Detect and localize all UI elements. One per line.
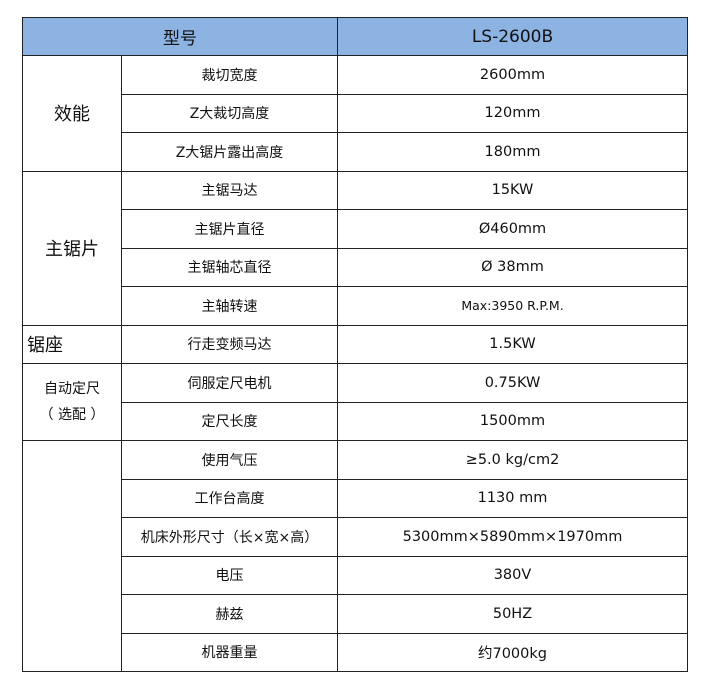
table-row: 效能 裁切宽度 2600mm <box>22 55 688 172</box>
group-auto-sizing: 自动定尺 （ 选配 ） <box>22 363 122 441</box>
group-main-saw: 主锯片 <box>22 170 122 326</box>
param-label: 伺服定尺电机 <box>121 363 338 403</box>
table-row: 锯座 行走变频马达 1.5KW <box>22 324 688 364</box>
param-value: 1500mm <box>337 401 688 441</box>
model-label: 型号 <box>22 17 338 56</box>
param-label: 行走变频马达 <box>121 324 338 364</box>
table-row: 使用气压 ≥5.0 kg/cm2 <box>22 440 688 672</box>
param-label: 主锯片直径 <box>121 209 338 249</box>
table-row: 电压 380V <box>23 555 688 595</box>
param-value: 15KW <box>337 170 688 210</box>
param-label: 电压 <box>121 555 338 595</box>
param-value: 1.5KW <box>337 324 688 364</box>
param-label: 主锯马达 <box>121 170 338 210</box>
param-label: 定尺长度 <box>121 401 338 441</box>
table-row: Z大裁切高度 120mm <box>23 93 688 133</box>
param-label: 机床外形尺寸（长×宽×高） <box>121 517 338 557</box>
table-row: 赫兹 50HZ <box>23 594 688 634</box>
param-value: 180mm <box>337 132 688 172</box>
table-row: 工作台高度 1130 mm <box>23 478 688 518</box>
table-row: 自动定尺 （ 选配 ） 伺服定尺电机 0.75KW <box>22 363 688 441</box>
table-row: 定尺长度 1500mm <box>23 401 688 441</box>
param-value: Max:3950 R.P.M. <box>337 286 688 326</box>
table-row: 主轴转速 Max:3950 R.P.M. <box>23 286 688 326</box>
param-value: 120mm <box>337 93 688 133</box>
param-label: 主锯轴芯直径 <box>121 247 338 287</box>
header-row: 型号 LS-2600B <box>22 17 688 56</box>
param-value: 380V <box>337 555 688 595</box>
param-value: 2600mm <box>337 55 688 95</box>
group-performance: 效能 <box>22 55 122 172</box>
param-label: 工作台高度 <box>121 478 338 518</box>
group-saw-base: 锯座 <box>22 324 122 364</box>
model-value: LS-2600B <box>337 17 688 56</box>
table-row: 机床外形尺寸（长×宽×高） 5300mm×5890mm×1970mm <box>23 517 688 557</box>
param-value: 50HZ <box>337 594 688 634</box>
param-value: Ø 38mm <box>337 247 688 287</box>
param-value: 1130 mm <box>337 478 688 518</box>
table-row: Z大锯片露出高度 180mm <box>23 132 688 172</box>
table-row: 主锯片直径 Ø460mm <box>23 209 688 249</box>
param-value: 5300mm×5890mm×1970mm <box>337 517 688 557</box>
param-label: 主轴转速 <box>121 286 338 326</box>
param-value: 约7000kg <box>337 632 688 672</box>
spec-table: 型号 LS-2600B 效能 裁切宽度 2600mm Z大裁切高度 120mm … <box>22 17 688 672</box>
table-row: 主锯片 主锯马达 15KW <box>22 170 688 326</box>
param-value: Ø460mm <box>337 209 688 249</box>
param-value: ≥5.0 kg/cm2 <box>337 440 688 480</box>
param-label: 裁切宽度 <box>121 55 338 95</box>
param-label: Z大裁切高度 <box>121 93 338 133</box>
table-row: 主锯轴芯直径 Ø 38mm <box>23 247 688 287</box>
group-other <box>22 440 122 672</box>
param-label: 使用气压 <box>121 440 338 480</box>
group-auto-sizing-line1: 自动定尺 <box>44 381 100 397</box>
param-label: Z大锯片露出高度 <box>121 132 338 172</box>
param-label: 机器重量 <box>121 632 338 672</box>
table-row: 机器重量 约7000kg <box>23 632 688 672</box>
group-auto-sizing-line2: （ 选配 ） <box>39 407 105 423</box>
param-label: 赫兹 <box>121 594 338 634</box>
param-value: 0.75KW <box>337 363 688 403</box>
